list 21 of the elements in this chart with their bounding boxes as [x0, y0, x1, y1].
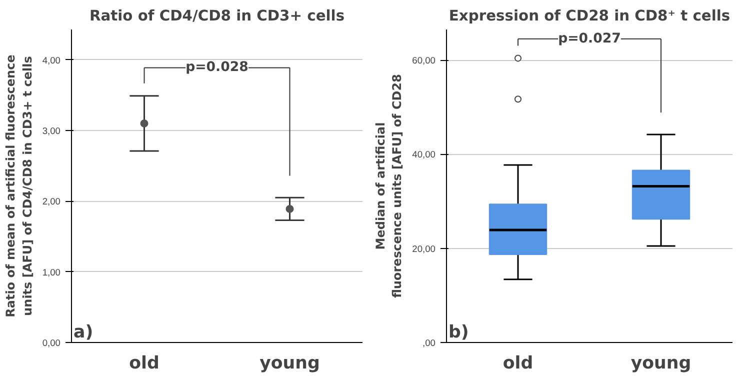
y-tick-label: 4,00 [42, 55, 60, 66]
y-tick-label: 20,00 [412, 244, 436, 254]
annotation: b) [448, 322, 469, 342]
y-axis-title: Median of artificial fluorescence units [AFU] of CD28 [373, 74, 404, 298]
y-axis-title: Ratio of mean of artificial fluorescence units [AFU] of CD4/CD8 in CD3+ t cells [4, 54, 34, 318]
y-tick-label: 0,00 [42, 338, 60, 348]
y-tick-label: 1,00 [42, 267, 60, 278]
chart-title: Expression of CD28 in CD8⁺ t cells [448, 8, 730, 24]
x-tick-label: young [260, 354, 320, 374]
annotation: p=0.028 [186, 60, 248, 76]
y-tick-label: 60,00 [412, 56, 436, 66]
y-tick-label: ,00 [422, 338, 436, 348]
y-tick-label: 2,00 [42, 196, 60, 207]
x-tick-label: young [630, 354, 692, 374]
chart-title: Ratio of CD4/CD8 in CD3+ cells [89, 8, 345, 24]
x-tick-label: old [129, 354, 160, 374]
annotation: p=0.027 [558, 31, 621, 46]
y-tick-label: 3,00 [42, 126, 60, 136]
annotation: a) [74, 322, 94, 342]
y-tick-label: 40,00 [412, 150, 436, 160]
x-tick-label: old [502, 354, 534, 374]
